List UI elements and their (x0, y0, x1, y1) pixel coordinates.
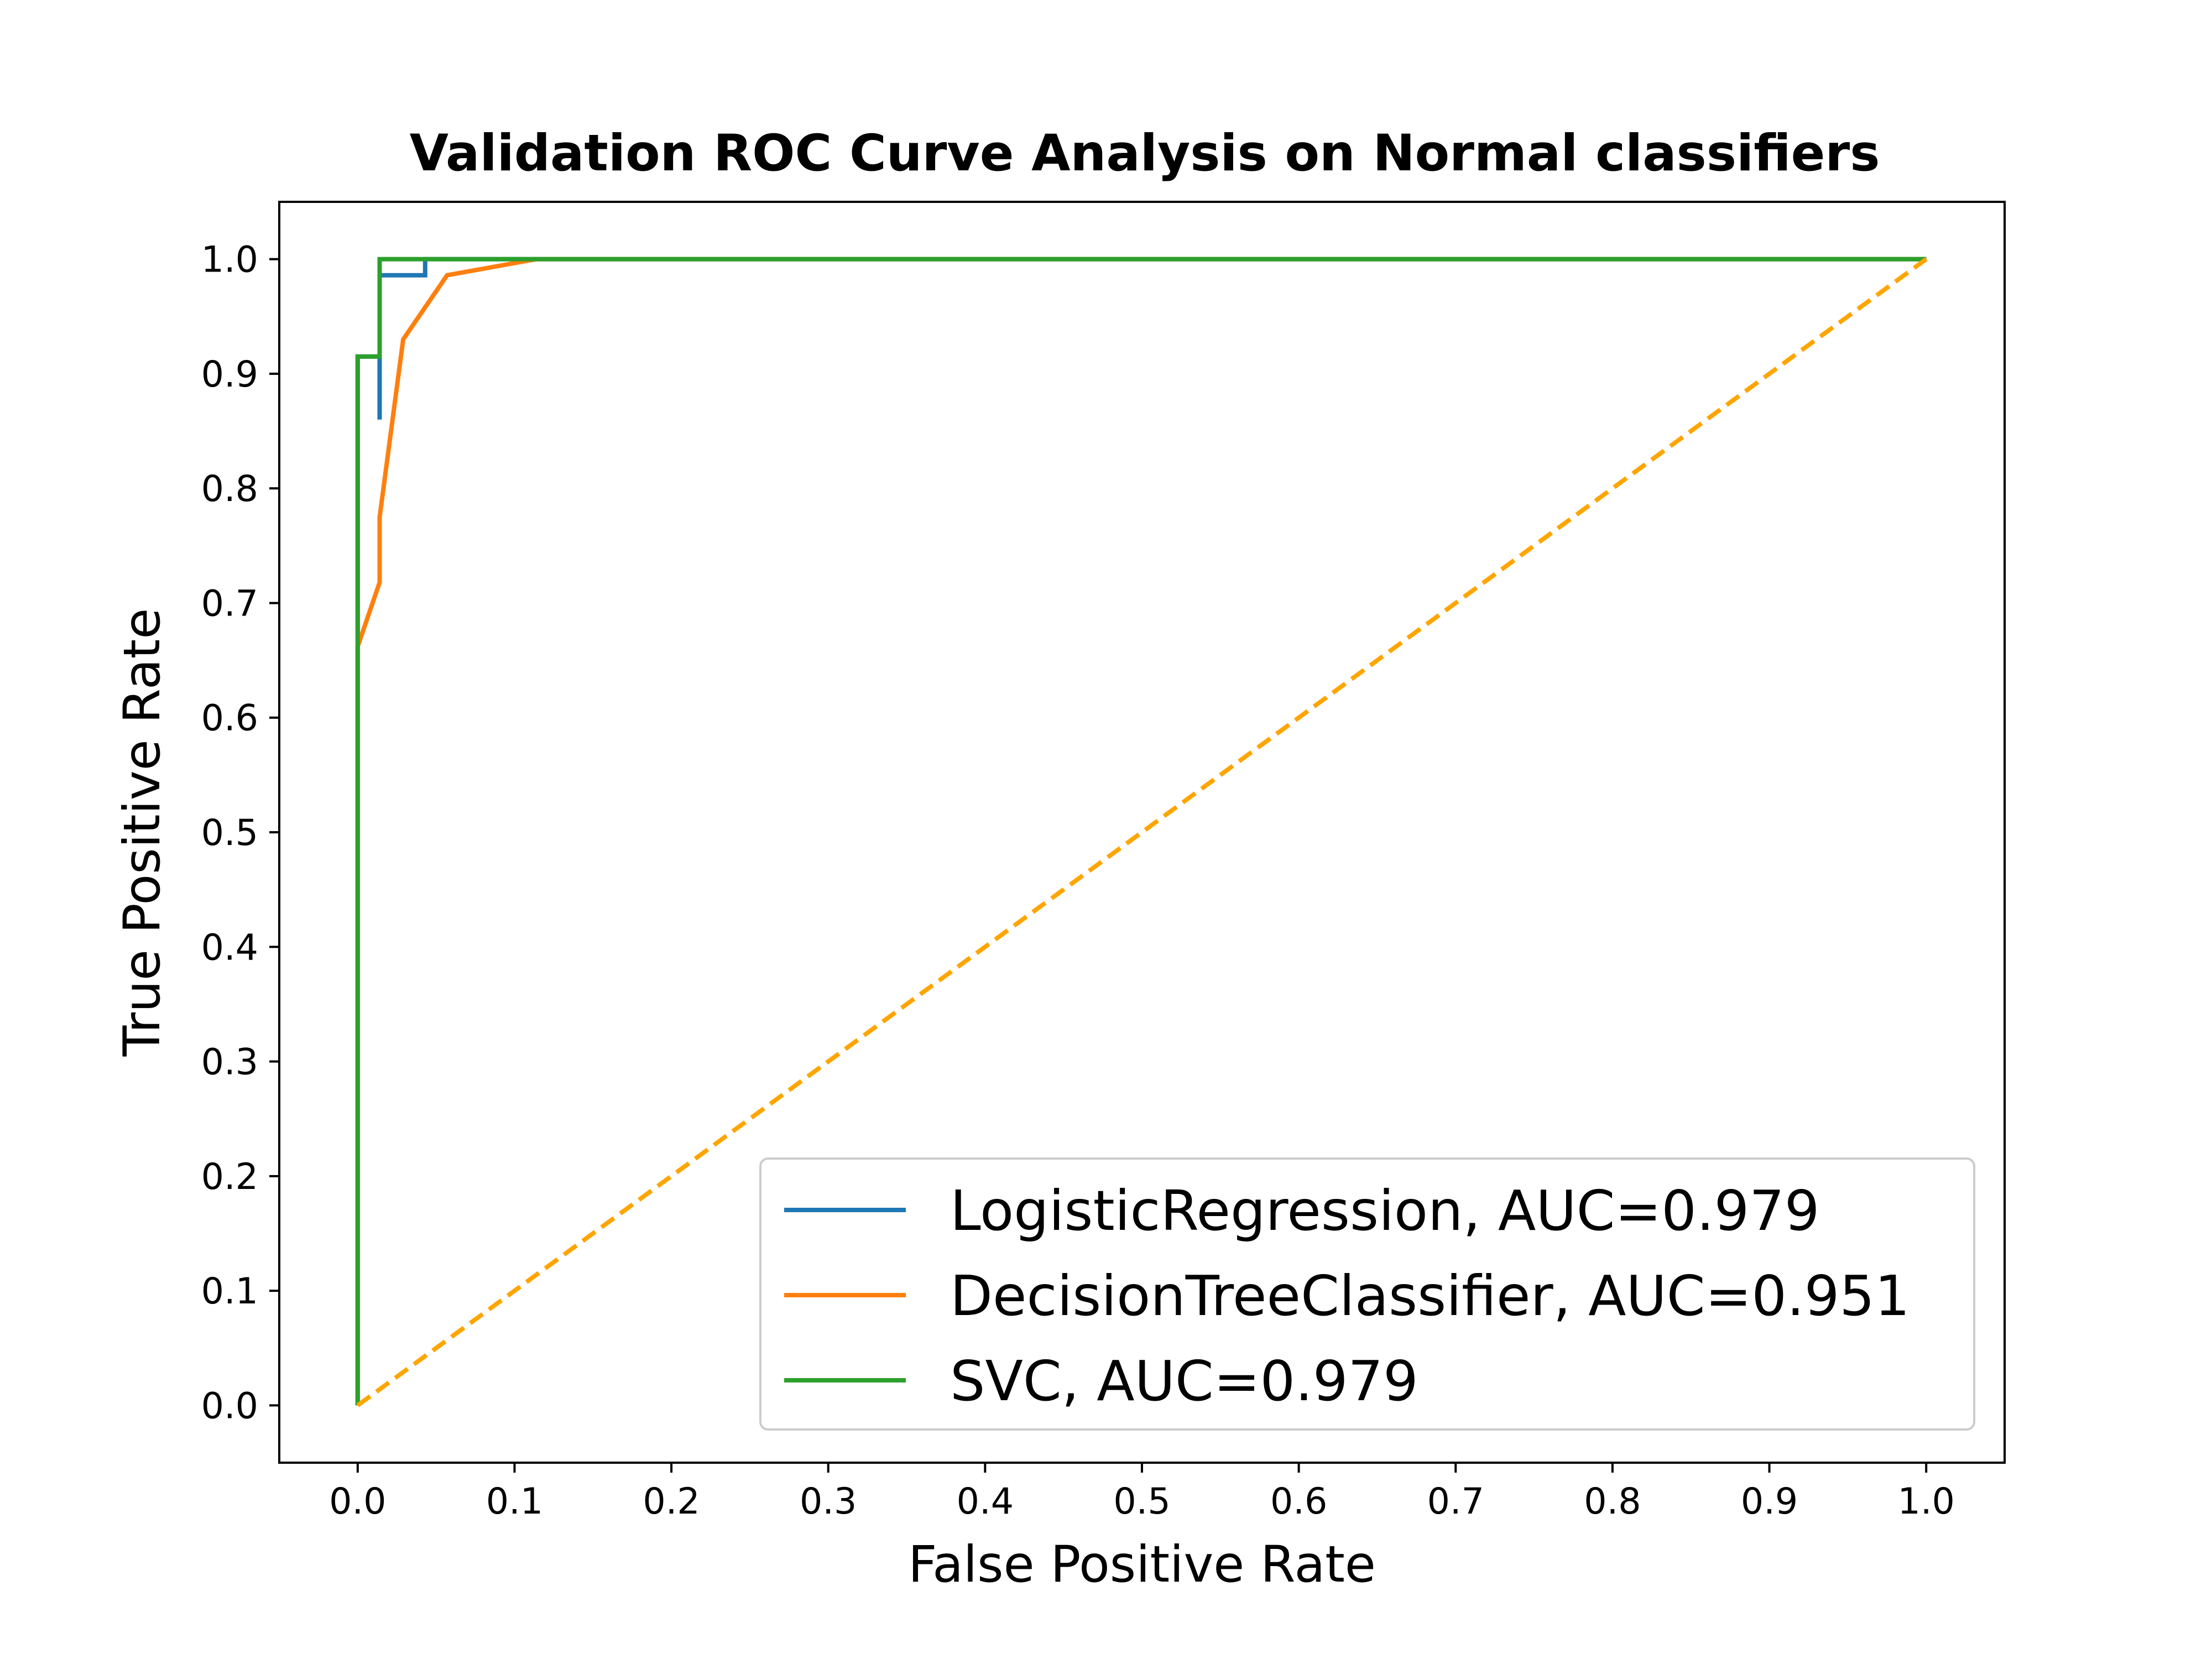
legend: LogisticRegression, AUC=0.979 DecisionTre… (759, 1157, 1975, 1431)
legend-label: DecisionTreeClassifier, AUC=0.951 (950, 1264, 1910, 1328)
x-tick-label: 0.0 (329, 1481, 386, 1522)
x-tick-label: 0.7 (1427, 1481, 1484, 1522)
y-tick-label: 1.0 (201, 239, 258, 281)
x-tick-label: 0.3 (800, 1481, 857, 1522)
x-tick-label: 0.1 (486, 1481, 543, 1522)
y-tick-label: 0.4 (201, 927, 258, 968)
x-axis-label: False Positive Rate (908, 1536, 1376, 1594)
plot-area (355, 257, 1928, 1407)
y-tick-label: 0.5 (201, 812, 258, 854)
y-tick-label: 0.3 (201, 1042, 258, 1083)
roc-curve-2 (355, 257, 1927, 1406)
y-tick-label: 0.9 (201, 354, 258, 395)
x-tick-label: 0.2 (643, 1481, 700, 1522)
x-tick-label: 0.8 (1584, 1481, 1641, 1522)
y-axis: 0.0 0.1 0.2 0.3 0.4 0.5 0.6 0.7 0.8 0.9 1.0 (201, 239, 279, 1427)
x-tick-label: 0.4 (957, 1481, 1014, 1522)
y-tick-label: 0.0 (201, 1385, 258, 1427)
legend-label: LogisticRegression, AUC=0.979 (950, 1178, 1820, 1243)
x-tick-label: 0.5 (1113, 1481, 1170, 1522)
y-tick-label: 0.7 (201, 583, 258, 624)
roc-curve-1 (355, 257, 1927, 1406)
y-tick-label: 0.1 (201, 1271, 258, 1312)
y-axis-label: True Positive Rate (113, 608, 171, 1057)
y-tick-label: 0.8 (201, 468, 258, 510)
x-tick-label: 0.6 (1270, 1481, 1327, 1522)
legend-box (759, 1157, 1975, 1431)
x-tick-label: 0.9 (1741, 1481, 1798, 1522)
y-tick-label: 0.6 (201, 698, 258, 739)
y-tick-label: 0.2 (201, 1156, 258, 1198)
x-axis: 0.0 0.1 0.2 0.3 0.4 0.5 0.6 0.7 0.8 0.9 1.0 (329, 1463, 1955, 1522)
chart-title: Validation ROC Curve Analysis on Normal … (410, 124, 1880, 182)
legend-label: SVC, AUC=0.979 (950, 1349, 1418, 1413)
x-tick-label: 1.0 (1897, 1481, 1954, 1522)
